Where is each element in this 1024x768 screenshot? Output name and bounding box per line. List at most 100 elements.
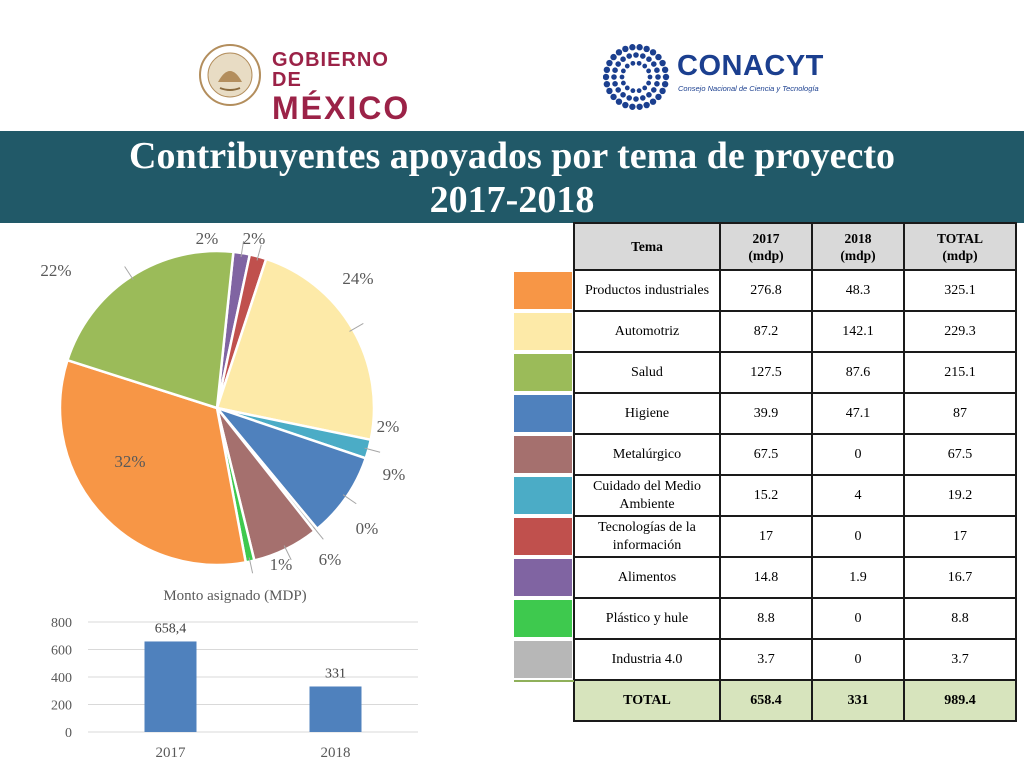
cell-tema: Alimentos: [573, 556, 721, 599]
gob-line2: MÉXICO: [272, 90, 411, 126]
cell-tema: Productos industriales: [573, 269, 721, 312]
cell-tema: Plástico y hule: [573, 597, 721, 640]
conacyt-dot: [636, 103, 643, 110]
pie-label: 0%: [356, 519, 379, 538]
table-header-row: Tema 2017 (mdp) 2018 (mdp) TOTAL (mdp): [573, 222, 1017, 271]
gobierno-wordmark: GOBIERNO DE MÉXICO: [272, 50, 423, 124]
legend-swatch: [514, 477, 572, 514]
conacyt-dot: [646, 56, 652, 63]
cell-tema: Automotriz: [573, 310, 721, 353]
cell-total: 87: [903, 392, 1017, 435]
pie-label: 6%: [319, 550, 342, 569]
cell-y2018: 0: [811, 597, 905, 640]
cell-tema: Higiene: [573, 392, 721, 435]
title-line2: 2017-2018: [429, 179, 595, 221]
cell-total: 215.1: [903, 351, 1017, 394]
x-tick-label: 2018: [321, 745, 351, 761]
pie-leader-line: [283, 545, 292, 561]
legend-swatch: [514, 354, 572, 391]
conacyt-dot: [606, 87, 613, 95]
table-row: Metalúrgico 67.5 0 67.5: [573, 433, 1017, 476]
conacyt-dot: [650, 61, 657, 67]
total-divider: [514, 680, 574, 682]
conacyt-dot: [639, 53, 646, 59]
pie-leader-line: [364, 447, 381, 453]
table-row: Productos industriales 276.8 48.3 325.1: [573, 269, 1017, 312]
cell-y2018: 48.3: [811, 269, 905, 312]
cell-y2017: 276.8: [719, 269, 813, 312]
conacyt-dot: [629, 44, 636, 51]
conacyt-dot: [643, 101, 650, 109]
conacyt-dot: [639, 95, 646, 101]
table-row: Cuidado del Medio Ambiente 15.2 4 19.2: [573, 474, 1017, 517]
cell-y2018: 0: [811, 638, 905, 681]
pie-chart: 2% 2% 24% 2% 9% 0% 6% 1% 32% 22%: [40, 229, 406, 574]
pie-leader-line: [248, 557, 254, 574]
conacyt-dot: [622, 45, 629, 53]
gob-line1: GOBIERNO DE: [272, 49, 389, 91]
conacyt-dot: [603, 80, 611, 88]
table-total-row: TOTAL 658.4 331 989.4: [573, 679, 1017, 722]
conacyt-dot: [650, 87, 657, 93]
cell-y2017: 3.7: [719, 638, 813, 681]
conacyt-dot: [636, 60, 642, 66]
cell-y2018: 142.1: [811, 310, 905, 353]
conacyt-dot: [659, 59, 666, 67]
cell-tema: Tecnologías de la información: [573, 515, 721, 558]
page-title: Contribuyentes apoyados por tema de proy…: [0, 134, 1024, 222]
conacyt-dot: [624, 63, 630, 69]
cell-y2017: 17: [719, 515, 813, 558]
cell-y2017: 14.8: [719, 556, 813, 599]
header-2018: 2018 (mdp): [811, 222, 905, 271]
conacyt-dot: [636, 88, 642, 94]
conacyt-dot: [633, 96, 639, 102]
conacyt-dot: [643, 45, 650, 53]
conacyt-dot: [615, 98, 623, 105]
conacyt-dot: [620, 56, 626, 63]
conacyt-dot: [615, 49, 623, 56]
conacyt-dot: [620, 91, 626, 98]
bar: [144, 641, 197, 732]
x-tick-label: 2017: [156, 745, 187, 761]
mexico-seal-icon: [199, 44, 261, 106]
pie-leader-line: [124, 266, 134, 281]
legend-swatches: [514, 272, 572, 682]
conacyt-dot: [630, 88, 636, 94]
bar-data-label: 658,4: [155, 621, 187, 636]
data-table: Tema 2017 (mdp) 2018 (mdp) TOTAL (mdp) Prod…: [573, 222, 1017, 722]
pie-leader-line: [349, 323, 364, 332]
conacyt-dot: [620, 68, 626, 74]
bar: [309, 686, 362, 732]
legend-swatch: [514, 272, 572, 309]
conacyt-dot: [662, 73, 670, 81]
pie-label: 9%: [383, 465, 406, 484]
cell-y2018: 87.6: [811, 351, 905, 394]
conacyt-dot: [615, 87, 622, 93]
table-row: Tecnologías de la información 17 0 17: [573, 515, 1017, 558]
legend-swatch: [514, 518, 572, 555]
conacyt-name: CONACYT: [677, 50, 824, 82]
conacyt-dot: [615, 61, 622, 67]
cell-y2017: 127.5: [719, 351, 813, 394]
pie-leader-line: [342, 494, 357, 505]
pie-slice: [58, 358, 248, 567]
conacyt-dot: [612, 67, 618, 74]
legend-swatch: [514, 559, 572, 596]
y-tick-label: 800: [51, 616, 72, 631]
table-row: Higiene 39.9 47.1 87: [573, 392, 1017, 435]
conacyt-dot: [619, 74, 625, 80]
cell-y2017: 87.2: [719, 310, 813, 353]
header-2017: 2017 (mdp): [719, 222, 813, 271]
cell-tema: Industria 4.0: [573, 638, 721, 681]
cell-y2017: 15.2: [719, 474, 813, 517]
conacyt-dot: [654, 80, 660, 87]
cell-total: 16.7: [903, 556, 1017, 599]
conacyt-dot: [624, 85, 630, 91]
pie-leader-line: [256, 244, 262, 261]
gobierno-de-mexico-logo: GOBIERNO DE MÉXICO: [198, 42, 423, 124]
cell-y2018: 47.1: [811, 392, 905, 435]
y-tick-label: 200: [51, 699, 72, 714]
legend-swatch: [514, 600, 572, 637]
conacyt-dot: [636, 44, 643, 51]
cell-tema: Cuidado del Medio Ambiente: [573, 474, 721, 517]
